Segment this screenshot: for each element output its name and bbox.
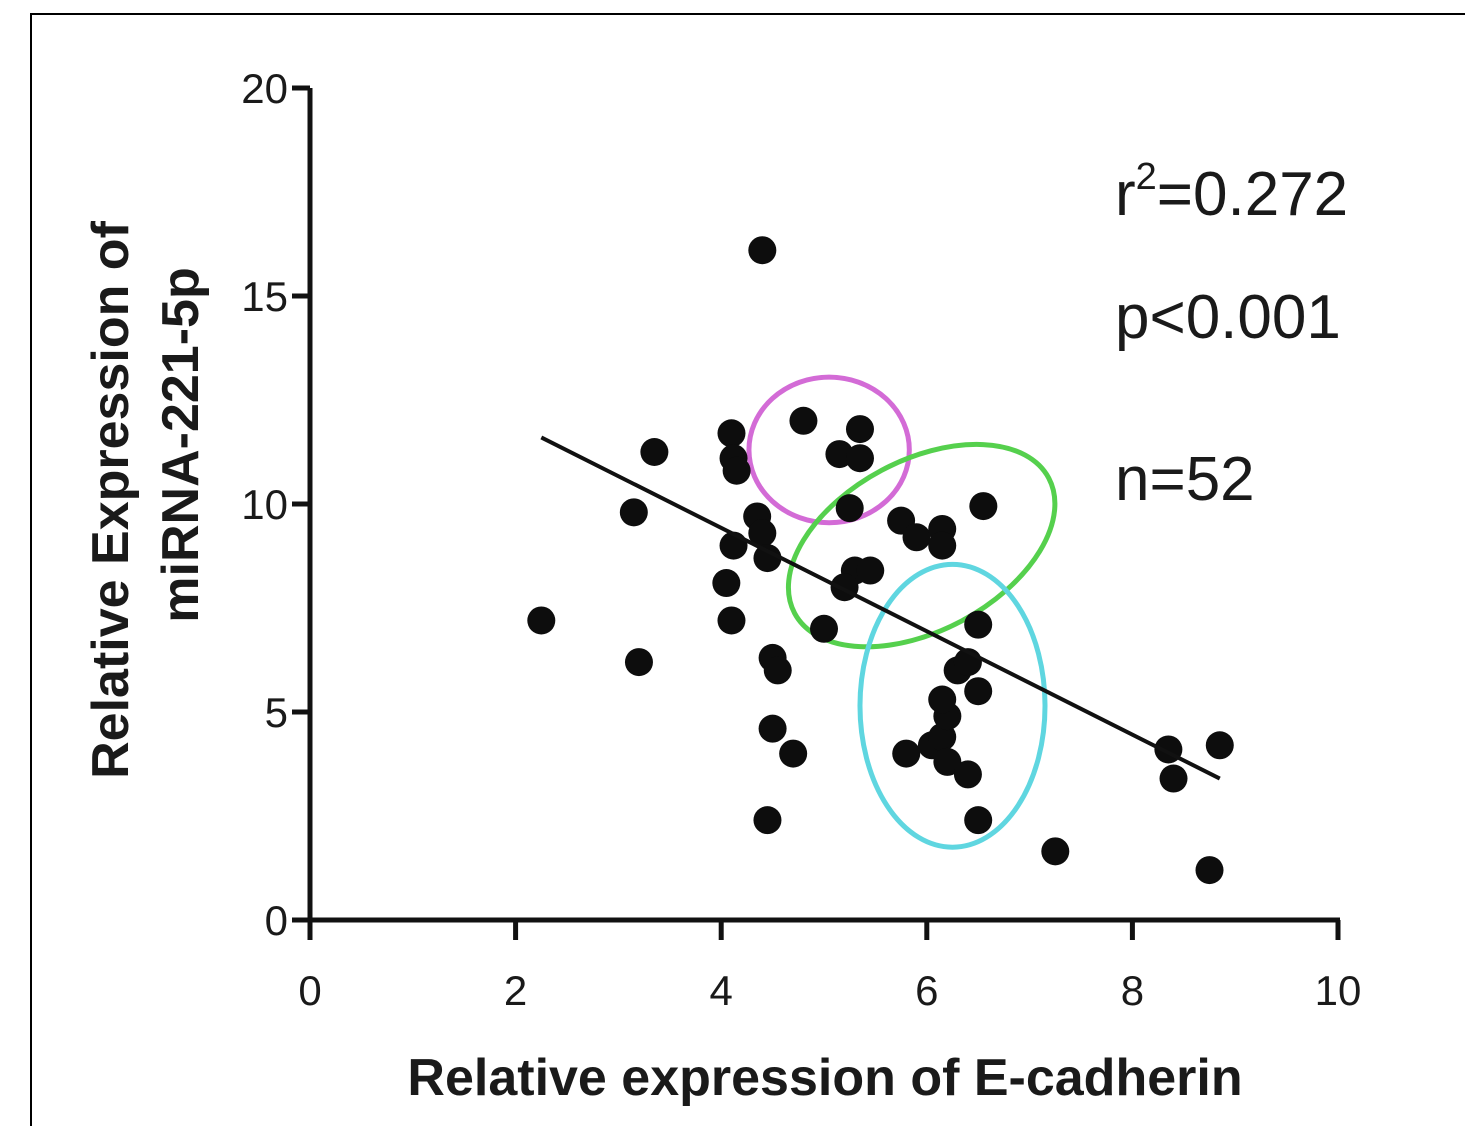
data-point (753, 544, 782, 573)
y-tick-label: 0 (265, 897, 288, 944)
y-ticks: 0 5 10 15 20 (241, 65, 310, 944)
data-point (1205, 731, 1234, 760)
data-point (527, 606, 556, 635)
x-ticks: 0 2 4 6 8 10 (298, 920, 1361, 1014)
x-axis-label: Relative expression of E-cadherin (407, 1049, 1242, 1107)
data-point (1041, 837, 1070, 866)
x-tick-label: 10 (1315, 967, 1362, 1014)
data-point (779, 739, 808, 768)
data-point (624, 648, 653, 677)
data-point (640, 438, 669, 466)
data-point (953, 760, 982, 789)
data-point (789, 406, 818, 435)
data-point (717, 419, 746, 448)
data-point (964, 806, 993, 835)
y-tick-label: 15 (241, 273, 288, 320)
data-point (892, 739, 921, 768)
data-point (810, 614, 838, 643)
data-point (856, 556, 885, 585)
y-axis-label-line1: Relative Expression of (82, 220, 140, 778)
y-tick-label: 10 (241, 481, 288, 528)
x-tick-label: 0 (298, 967, 321, 1014)
highlight-ellipse (746, 374, 912, 526)
data-point (835, 494, 864, 523)
r2-value: =0.272 (1157, 160, 1348, 229)
data-point (933, 747, 962, 776)
x-tick-label: 2 (504, 967, 527, 1014)
data-point (845, 415, 874, 444)
r-squared-annotation: r2=0.272 (1115, 156, 1348, 229)
x-tick-label: 8 (1121, 967, 1144, 1014)
data-point (748, 519, 777, 548)
data-point (758, 714, 787, 743)
x-tick-label: 6 (915, 967, 938, 1014)
y-tick-label: 5 (265, 689, 288, 736)
highlight-ellipses (746, 374, 1058, 850)
data-point (964, 610, 993, 639)
highlight-ellipse (785, 441, 1058, 650)
x-tick-label: 4 (710, 967, 733, 1014)
data-point (845, 444, 874, 473)
data-point (753, 806, 782, 835)
data-point (717, 606, 746, 635)
regression-line (540, 435, 1221, 781)
data-point (619, 498, 648, 527)
p-value-annotation: p<0.001 (1115, 283, 1341, 352)
y-tick-label: 20 (241, 65, 288, 112)
data-point (1195, 856, 1224, 885)
y-axis-label-line2: miRNA-221-5p (152, 267, 210, 622)
data-point (928, 531, 957, 560)
figure-frame (30, 13, 1465, 1126)
r2-prefix: r (1115, 160, 1136, 229)
data-point (964, 677, 993, 706)
data-point (902, 523, 931, 552)
data-point (928, 685, 957, 714)
data-point (748, 236, 777, 265)
data-points (527, 236, 1234, 885)
r2-exponent: 2 (1136, 156, 1157, 198)
data-point (969, 492, 998, 521)
data-point (763, 656, 792, 685)
data-point (1159, 764, 1188, 793)
data-point (712, 569, 741, 598)
data-point (722, 456, 751, 485)
n-annotation: n=52 (1115, 445, 1255, 514)
highlight-ellipse (857, 561, 1048, 850)
